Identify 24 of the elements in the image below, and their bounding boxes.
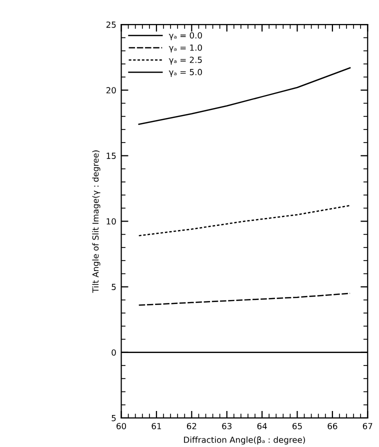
legend-label: γₐ = 2.5 bbox=[168, 56, 202, 65]
line-series bbox=[138, 292, 351, 306]
x-tick-label: 60 bbox=[116, 422, 126, 430]
y-tick-label: 20 bbox=[106, 87, 116, 94]
x-tick-label: 61 bbox=[152, 422, 162, 430]
line-series bbox=[138, 67, 351, 125]
y-tick-label: 10 bbox=[106, 218, 116, 225]
legend-label: γₐ = 1.0 bbox=[168, 44, 202, 52]
y-tick-label: 5 bbox=[112, 284, 116, 290]
x-tick-label: 67 bbox=[362, 422, 372, 430]
y-axis-title: Tilt Angle of Slit Image(γ : degree) bbox=[92, 150, 100, 293]
line-series bbox=[138, 204, 351, 236]
y-tick-label: 5 bbox=[112, 415, 116, 422]
x-tick-label: 63 bbox=[222, 422, 232, 430]
x-tick-label: 65 bbox=[292, 422, 302, 430]
y-tick-label: 0 bbox=[112, 349, 116, 356]
x-axis-title: Diffraction Angle(βₐ : degree) bbox=[184, 436, 305, 445]
x-tick-label: 62 bbox=[186, 422, 196, 430]
y-tick-label: 25 bbox=[106, 22, 116, 28]
y-tick-label: 15 bbox=[106, 152, 116, 159]
x-tick-label: 64 bbox=[257, 422, 267, 430]
legend-label: γₐ = 5.0 bbox=[168, 68, 202, 77]
x-tick-label: 66 bbox=[328, 422, 338, 430]
legend-label: γₐ = 0.0 bbox=[168, 32, 202, 40]
